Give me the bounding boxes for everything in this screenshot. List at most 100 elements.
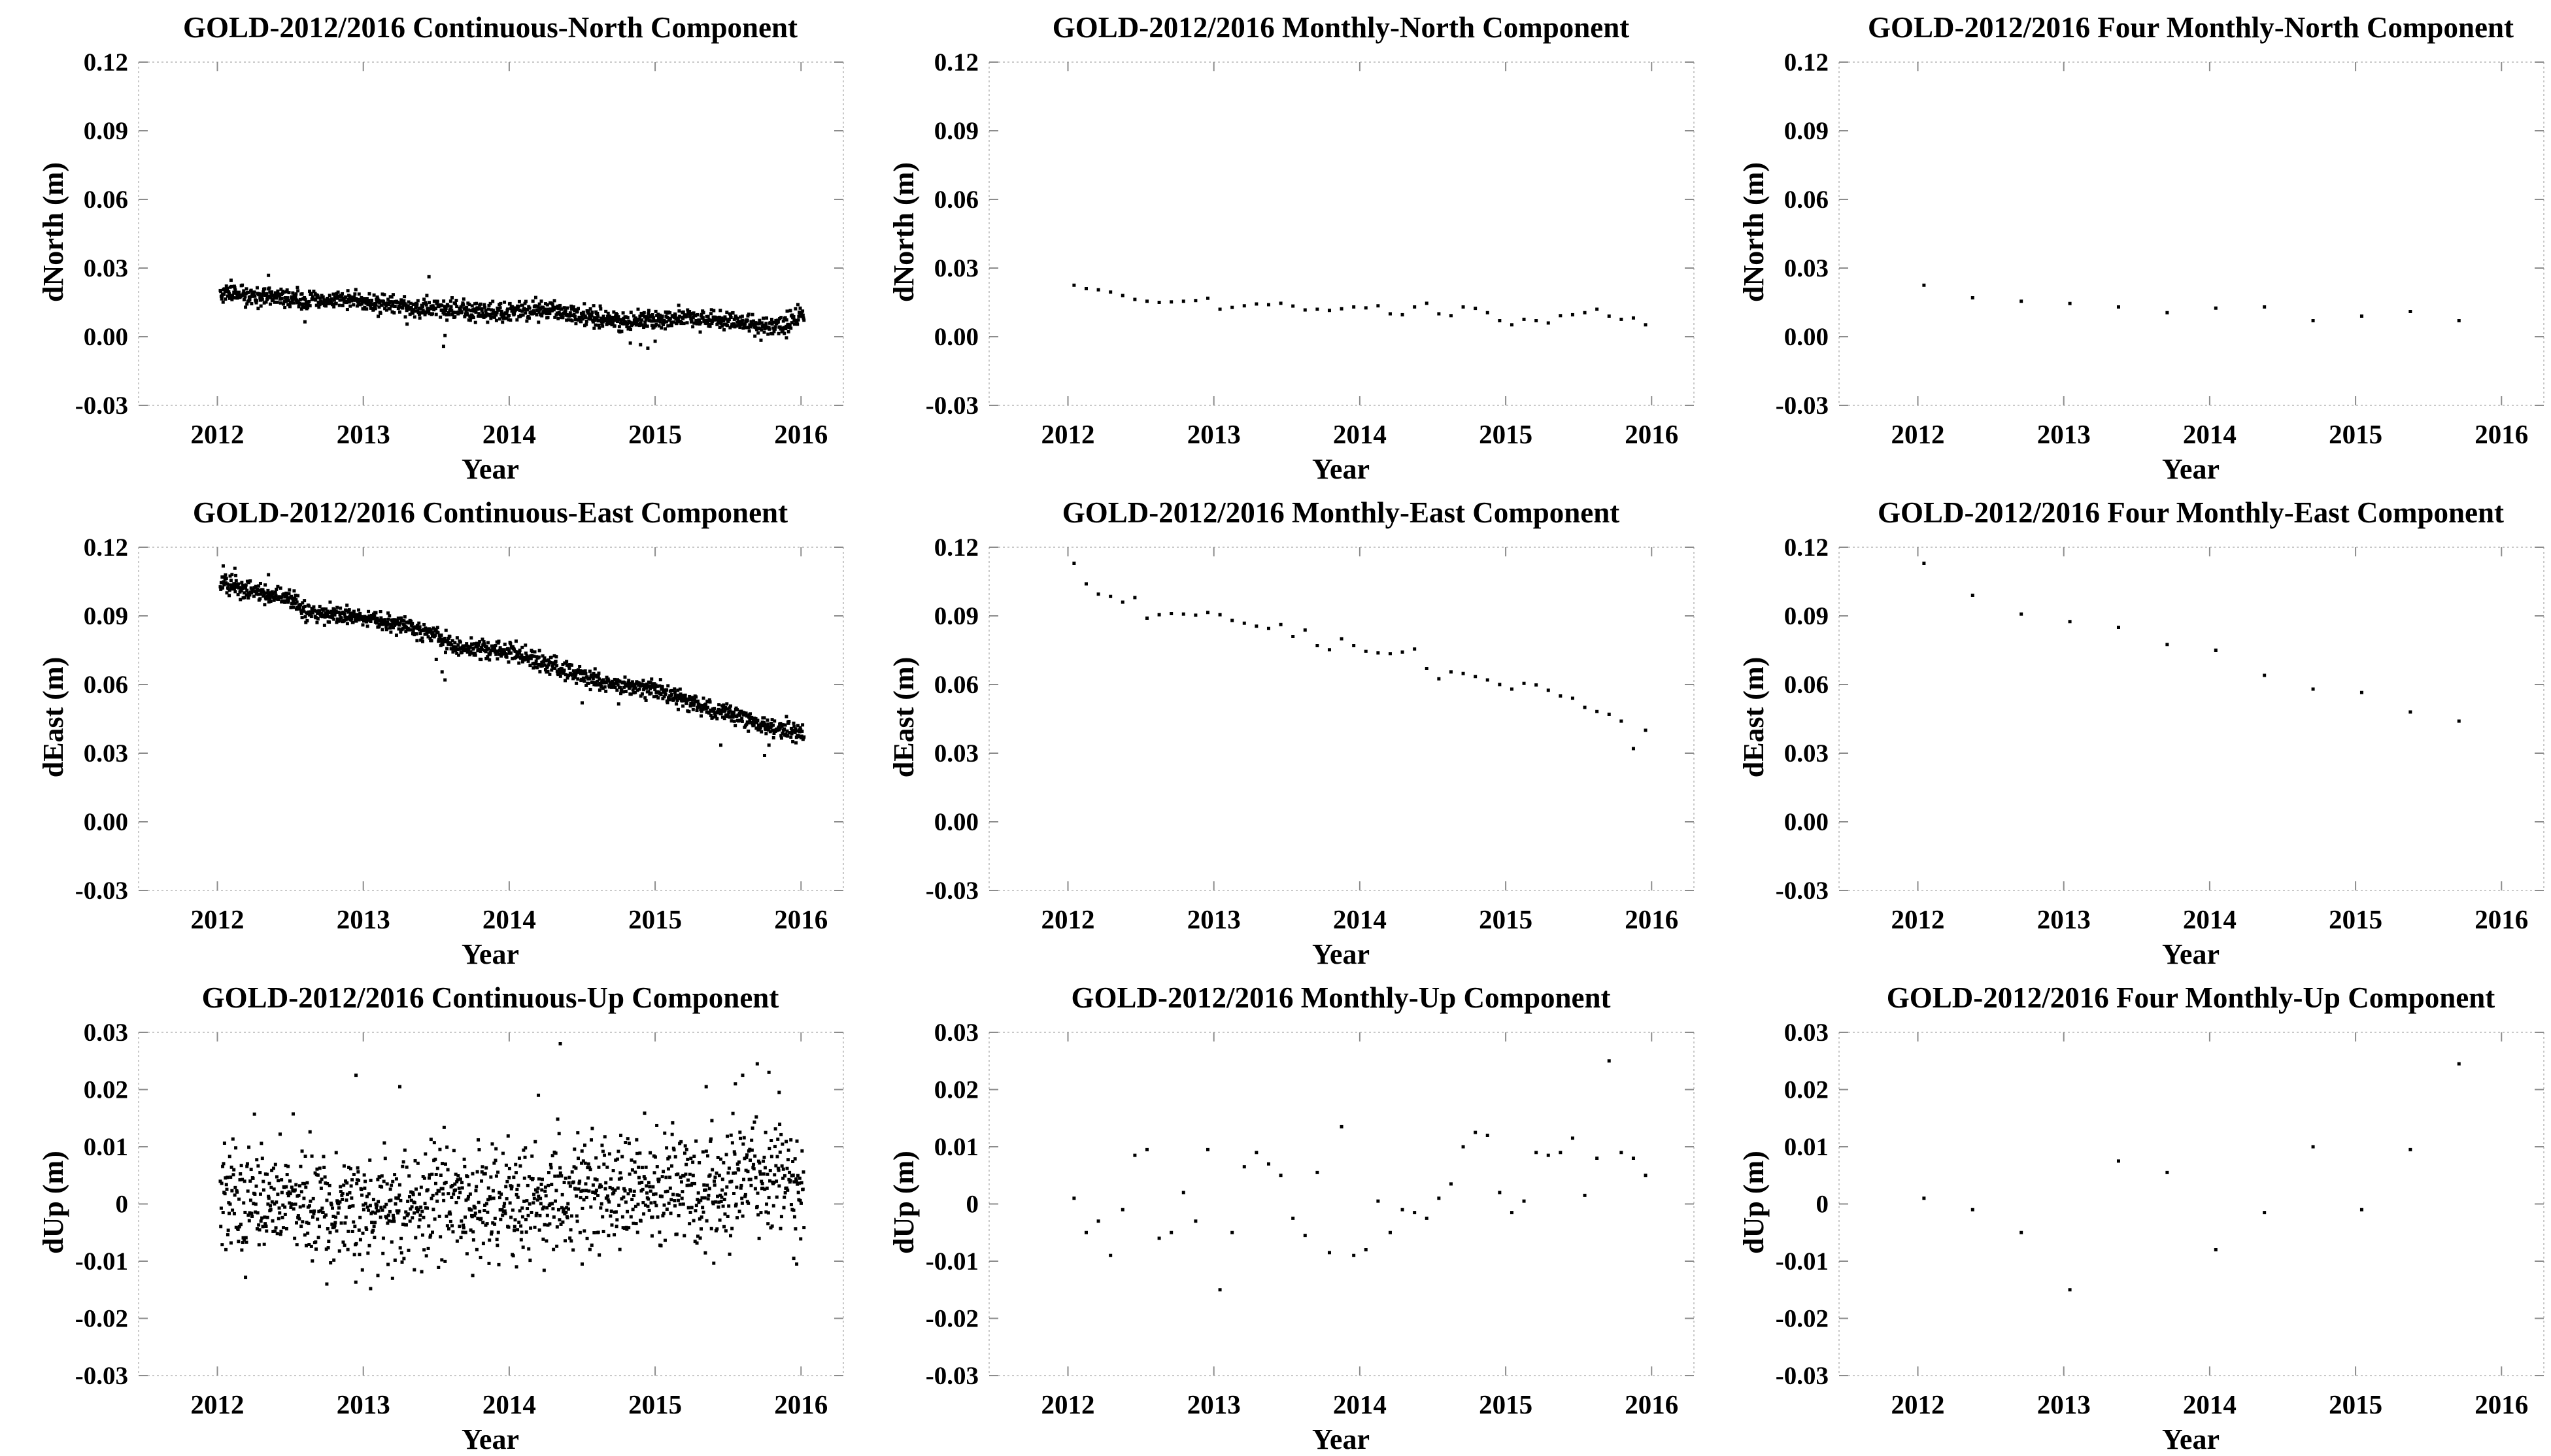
axis-ticks — [989, 61, 1694, 406]
y-tick-label: 0.02 — [84, 1076, 128, 1104]
data-points — [218, 1042, 806, 1291]
y-tick-label: 0.06 — [84, 671, 128, 699]
axis-ticks — [139, 547, 843, 891]
x-tick-label: 2013 — [2037, 904, 2091, 934]
x-tick-label: 2016 — [2475, 1389, 2528, 1419]
data-points — [1072, 283, 1647, 327]
axis-ticks — [989, 547, 1694, 891]
chart-title: GOLD-2012/2016 Monthly-North Component — [1052, 11, 1630, 44]
chart-title: GOLD-2012/2016 Four Monthly-East Compone… — [1878, 496, 2504, 529]
panel-monthly-north: GOLD-2012/2016 Monthly-North Component d… — [851, 0, 1701, 485]
x-tick-label: 2012 — [1891, 419, 1945, 449]
x-tick-label: 2013 — [2037, 419, 2091, 449]
y-tick-label: -0.01 — [1776, 1247, 1829, 1276]
y-tick-label: 0 — [116, 1191, 129, 1219]
plot-frame — [1838, 61, 2544, 406]
y-tick-label: 0.03 — [1784, 254, 1829, 282]
x-tick-label: 2013 — [2037, 1389, 2091, 1419]
x-axis-label: Year — [462, 1423, 519, 1455]
x-tick-label: 2016 — [2475, 419, 2528, 449]
x-axis-label: Year — [2162, 1423, 2220, 1455]
x-tick-label: 2014 — [482, 904, 536, 934]
x-axis-label: Year — [2162, 453, 2220, 485]
x-tick-label: 2014 — [482, 1389, 536, 1419]
data-points — [1072, 1059, 1647, 1292]
y-tick-label: -0.03 — [1776, 1362, 1829, 1390]
x-tick-label: 2014 — [2183, 1389, 2237, 1419]
x-axis-label: Year — [1312, 938, 1370, 970]
x-axis-label: Year — [462, 453, 519, 485]
x-tick-label: 2014 — [2183, 904, 2237, 934]
y-tick-label: 0.00 — [1784, 808, 1829, 836]
x-tick-label: 2014 — [1333, 419, 1387, 449]
x-tick-label: 2015 — [2329, 1389, 2382, 1419]
y-tick-label: 0.00 — [934, 808, 979, 836]
axis-ticks — [989, 1032, 1694, 1376]
y-tick-label: 0.09 — [934, 602, 979, 630]
y-tick-label: 0.09 — [934, 117, 979, 145]
y-tick-label: -0.01 — [926, 1247, 979, 1276]
y-tick-label: 0.03 — [1784, 1019, 1829, 1047]
y-tick-label: -0.03 — [926, 392, 979, 420]
y-tick-label: 0.06 — [934, 186, 979, 214]
y-tick-label: 0.03 — [84, 254, 128, 282]
chart-title: GOLD-2012/2016 Four Monthly-Up Component — [1886, 981, 2495, 1014]
y-tick-label: -0.02 — [926, 1305, 979, 1333]
plot-area: 0.03 0.02 0.01 0 -0.01 -0.02 -0.03 2012 2013 2014… — [926, 1019, 1695, 1419]
panel-continuous-north: GOLD-2012/2016 Continuous-North Componen… — [0, 0, 851, 485]
y-tick-label: 0.03 — [1784, 739, 1829, 768]
data-points — [218, 564, 806, 757]
y-tick-label: 0.01 — [84, 1133, 128, 1161]
plot-area: 0.12 0.09 0.06 0.03 0.00 -0.03 2012 2013 2014 201… — [926, 533, 1695, 934]
y-tick-label: 0.12 — [934, 533, 979, 562]
y-tick-label: 0.12 — [84, 533, 128, 562]
y-tick-label: 0.12 — [84, 48, 128, 76]
chart-title: GOLD-2012/2016 Continuous-Up Component — [201, 981, 779, 1014]
y-tick-label: 0.00 — [934, 323, 979, 351]
x-tick-label: 2016 — [2475, 904, 2528, 934]
y-tick-label: 0.00 — [84, 323, 128, 351]
x-tick-label: 2013 — [1187, 1389, 1241, 1419]
x-tick-label: 2012 — [1891, 904, 1945, 934]
y-tick-label: 0.03 — [934, 739, 979, 768]
x-tick-label: 2015 — [628, 1389, 682, 1419]
y-tick-label: 0.06 — [934, 671, 979, 699]
y-tick-label: -0.03 — [75, 392, 128, 420]
y-tick-label: 0.12 — [934, 48, 979, 76]
y-tick-label: -0.01 — [75, 1247, 128, 1276]
x-tick-label: 2013 — [337, 1389, 390, 1419]
x-tick-label: 2015 — [628, 904, 682, 934]
plot-area: 0.03 0.02 0.01 0 -0.01 -0.02 -0.03 2012 2013 2014… — [75, 1019, 844, 1419]
x-tick-label: 2016 — [774, 419, 828, 449]
x-tick-label: 2014 — [1333, 904, 1387, 934]
plot-frame — [1838, 547, 2544, 891]
y-tick-label: -0.03 — [75, 1362, 128, 1390]
axis-ticks — [139, 1032, 843, 1376]
chart-title: GOLD-2012/2016 Monthly-East Component — [1062, 496, 1620, 529]
x-tick-label: 2016 — [1625, 904, 1678, 934]
panel-four-monthly-up: GOLD-2012/2016 Four Monthly-Up Component… — [1700, 970, 2551, 1455]
y-tick-label: -0.03 — [75, 877, 128, 905]
x-axis-label: Year — [462, 938, 519, 970]
x-tick-label: 2012 — [191, 1389, 245, 1419]
x-tick-label: 2012 — [1891, 1389, 1945, 1419]
x-tick-label: 2012 — [191, 419, 245, 449]
plot-frame — [138, 1032, 844, 1376]
chart-title: GOLD-2012/2016 Monthly-Up Component — [1071, 981, 1611, 1014]
y-tick-label: 0.02 — [934, 1076, 979, 1104]
x-tick-label: 2016 — [1625, 1389, 1678, 1419]
y-tick-label: 0.03 — [934, 254, 979, 282]
x-tick-label: 2014 — [2183, 419, 2237, 449]
y-tick-label: -0.03 — [926, 877, 979, 905]
plot-area: 0.12 0.09 0.06 0.03 0.00 -0.03 2012 2013 2014 201… — [1776, 533, 2544, 934]
x-tick-label: 2013 — [1187, 904, 1241, 934]
y-tick-label: 0.03 — [934, 1019, 979, 1047]
y-tick-label: 0.01 — [1784, 1133, 1829, 1161]
x-tick-label: 2015 — [2329, 904, 2382, 934]
axis-ticks — [139, 61, 843, 406]
data-points — [1922, 283, 2461, 322]
y-tick-label: -0.02 — [75, 1305, 128, 1333]
axis-ticks — [1839, 1032, 2544, 1376]
x-tick-label: 2012 — [1041, 904, 1095, 934]
y-tick-label: -0.02 — [1776, 1305, 1829, 1333]
